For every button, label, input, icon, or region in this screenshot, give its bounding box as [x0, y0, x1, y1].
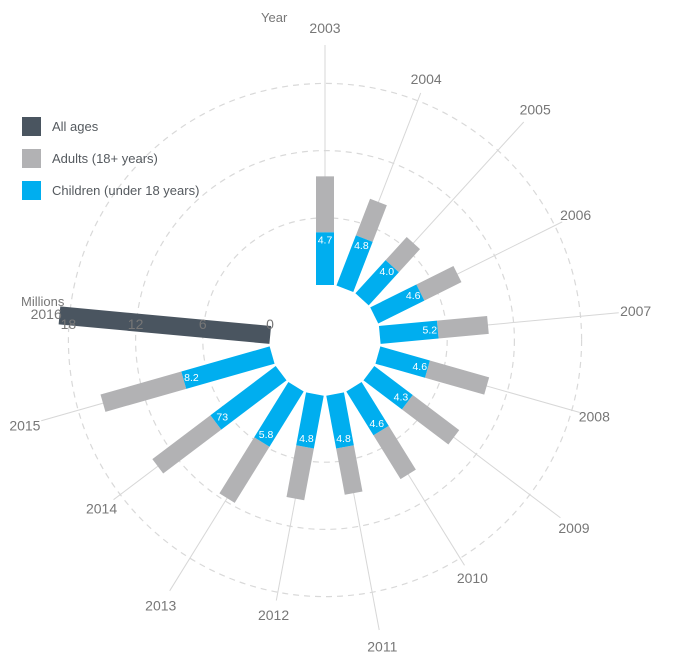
- data-label-children-2010: 4.6: [370, 418, 385, 430]
- data-label-children-2009: 4.3: [394, 391, 409, 403]
- bar-adults-2012: [286, 445, 314, 501]
- bar-children-2015: [181, 346, 275, 389]
- bar-children-2011: [326, 392, 354, 449]
- data-label-children-2011: 4.8: [336, 433, 351, 445]
- legend-swatch-adults: [22, 148, 41, 168]
- bar-adults-2014: [152, 415, 222, 474]
- bar-children-2007: [378, 320, 439, 344]
- bar-adults-2015: [100, 371, 187, 412]
- bar-adults-2008: [424, 360, 490, 395]
- year-label-2007: 2007: [620, 303, 651, 319]
- bar-children-2013: [254, 382, 304, 447]
- bar-adults-2013: [219, 437, 270, 503]
- center-hub: [271, 286, 379, 394]
- bar-adults-2006: [416, 265, 462, 301]
- bar-adults-2003: [316, 176, 334, 233]
- bar-adults-2011: [336, 445, 363, 495]
- scale-title-millions: Millions: [21, 294, 65, 309]
- legend-item-all-ages: All ages: [22, 116, 199, 136]
- data-label-children-2015: 8.2: [184, 372, 199, 384]
- bar-children-2003: [316, 232, 334, 285]
- bar-children-2006: [370, 284, 425, 324]
- bar-children-2009: [363, 365, 413, 410]
- bar-adults-2004: [355, 198, 387, 242]
- year-label-2006: 2006: [560, 207, 591, 223]
- bar-adults-2009: [401, 394, 460, 445]
- data-label-children-2013: 5.8: [259, 429, 274, 441]
- year-label-2012: 2012: [258, 607, 289, 623]
- year-label-2013: 2013: [145, 597, 176, 613]
- year-label-2015: 2015: [9, 417, 40, 433]
- bar-children-2014: [210, 365, 287, 430]
- year-label-2009: 2009: [558, 520, 589, 536]
- year-label-2016: 2016: [31, 306, 62, 322]
- legend-item-adults: Adults (18+ years): [22, 148, 199, 168]
- year-label-2014: 2014: [86, 501, 117, 517]
- data-label-children-2006: 4.6: [406, 290, 421, 302]
- data-label-children-2007: 5.2: [422, 324, 437, 336]
- year-label-2005: 2005: [520, 101, 551, 117]
- data-label-children-2005: 4.0: [380, 266, 395, 278]
- bar-children-2005: [355, 260, 399, 306]
- scale-tick-12: 12: [128, 316, 144, 332]
- legend-label-all-ages: All ages: [52, 118, 99, 134]
- year-label-2008: 2008: [579, 409, 610, 425]
- legend-item-children: Children (under 18 years): [22, 180, 200, 200]
- bar-adults-2007: [436, 315, 489, 339]
- year-label-2011: 2011: [367, 639, 397, 655]
- grid-ring-18: [67, 82, 583, 598]
- bar-adults-2010: [373, 425, 416, 480]
- year-label-2004: 2004: [411, 71, 442, 87]
- bar-all-ages-2016: [58, 306, 272, 344]
- data-label-children-2012: 4.8: [299, 433, 314, 445]
- legend-label-children: Children (under 18 years): [52, 182, 200, 198]
- data-label-children-2003: 4.7: [318, 234, 333, 246]
- scale-tick-0: 0: [266, 316, 274, 332]
- legend-label-adults: Adults (18+ years): [52, 150, 158, 166]
- legend: All ages Adults (18+ years) Children (un…: [22, 116, 200, 213]
- bar-children-2010: [346, 382, 389, 436]
- axis-title-year: Year: [261, 10, 288, 25]
- scale-tick-18: 18: [61, 316, 77, 332]
- data-label-children-2004: 4.8: [354, 240, 369, 252]
- year-label-2010: 2010: [457, 570, 488, 586]
- data-label-children-2014: 73: [216, 412, 228, 424]
- bar-children-2012: [296, 392, 324, 449]
- bar-adults-2005: [385, 237, 421, 273]
- scale-tick-6: 6: [199, 316, 207, 332]
- legend-swatch-children: [22, 180, 41, 200]
- bar-children-2008: [375, 346, 430, 378]
- legend-swatch-all-ages: [22, 116, 41, 136]
- bar-children-2004: [336, 235, 373, 292]
- data-label-children-2008: 4.6: [412, 361, 427, 373]
- year-label-2003: 2003: [309, 20, 340, 36]
